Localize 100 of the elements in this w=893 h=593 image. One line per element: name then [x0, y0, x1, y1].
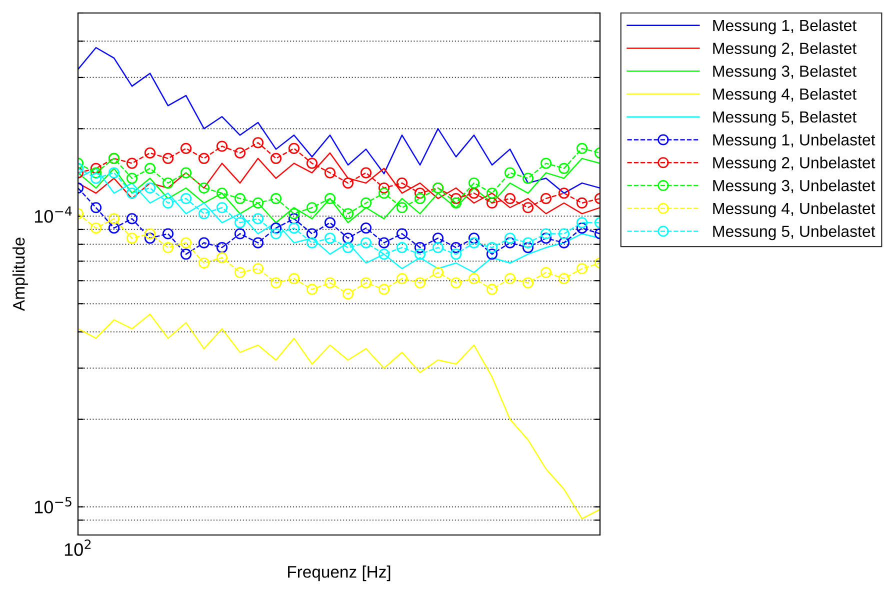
- point: [378, 237, 390, 248]
- point: [540, 192, 552, 204]
- point: [234, 266, 246, 278]
- point: [288, 222, 300, 234]
- point: [540, 266, 552, 278]
- y-tick-label: 10$^{−4}$: [34, 206, 72, 223]
- point: [432, 242, 444, 254]
- point: [486, 197, 498, 209]
- point: [504, 192, 516, 204]
- point: [162, 228, 174, 240]
- point: [288, 273, 300, 284]
- point: [540, 232, 552, 244]
- point: [252, 197, 264, 209]
- point: [216, 242, 228, 254]
- point: [522, 237, 534, 248]
- point: [450, 248, 462, 260]
- point: [234, 217, 246, 228]
- point: [396, 273, 408, 284]
- point: [162, 197, 174, 209]
- legend-label: Messung 5, Unbelastet: [713, 225, 876, 240]
- point: [270, 228, 282, 240]
- point: [432, 232, 444, 244]
- point: [342, 177, 354, 189]
- point: [450, 197, 462, 209]
- point: [216, 140, 228, 152]
- point: [216, 202, 228, 214]
- point: [252, 263, 264, 274]
- point: [396, 228, 408, 240]
- point: [126, 232, 138, 244]
- point: [396, 202, 408, 214]
- point: [162, 152, 174, 164]
- y-axis-title: Amplitude: [12, 238, 28, 312]
- point: [324, 192, 336, 204]
- point: [90, 172, 102, 184]
- point: [378, 248, 390, 260]
- point: [540, 228, 552, 240]
- point: [144, 232, 156, 244]
- point: [180, 248, 192, 260]
- x-axis-title: Frequenz [Hz]: [288, 566, 390, 582]
- point: [558, 162, 570, 174]
- point: [144, 147, 156, 159]
- point: [504, 237, 516, 248]
- point: [342, 232, 354, 244]
- point: [558, 237, 570, 248]
- point: [252, 137, 264, 148]
- point: [162, 242, 174, 254]
- point: [216, 188, 228, 199]
- point: [396, 177, 408, 189]
- point: [306, 237, 318, 248]
- point: [414, 188, 426, 199]
- point: [450, 242, 462, 254]
- point: [576, 197, 588, 209]
- point: [288, 208, 300, 220]
- point: [468, 188, 480, 199]
- point: [270, 152, 282, 164]
- legend-label: Messung 2, Unbelastet: [713, 156, 876, 172]
- legend-label: Messung 2, Belastet: [713, 42, 857, 58]
- point: [396, 242, 408, 254]
- point: [306, 158, 318, 169]
- point: [324, 277, 336, 288]
- point: [504, 167, 516, 178]
- point: [378, 284, 390, 295]
- point: [180, 192, 192, 204]
- point: [234, 147, 246, 159]
- point: [504, 273, 516, 284]
- point: [108, 222, 120, 234]
- point: [90, 162, 102, 174]
- point: [486, 188, 498, 199]
- point: [144, 228, 156, 240]
- point: [126, 172, 138, 184]
- point: [198, 152, 210, 164]
- point: [360, 167, 372, 178]
- legend-label: Messung 5, Belastet: [713, 110, 857, 126]
- point: [342, 242, 354, 254]
- point: [126, 213, 138, 224]
- point: [504, 232, 516, 244]
- line-series: [78, 314, 600, 520]
- point: [486, 242, 498, 254]
- point: [558, 188, 570, 199]
- point: [180, 167, 192, 178]
- legend-label: Messung 4, Belastet: [713, 88, 857, 103]
- point: [162, 177, 174, 189]
- point: [486, 248, 498, 260]
- point: [450, 277, 462, 288]
- point: [126, 158, 138, 169]
- point: [324, 167, 336, 178]
- point: [288, 142, 300, 154]
- point: [108, 213, 120, 224]
- point: [522, 242, 534, 254]
- point: [180, 142, 192, 154]
- point: [360, 277, 372, 288]
- point: [468, 237, 480, 248]
- point: [306, 202, 318, 214]
- point: [90, 202, 102, 214]
- point: [468, 273, 480, 284]
- point: [198, 257, 210, 269]
- point: [144, 162, 156, 174]
- point: [342, 288, 354, 300]
- point: [414, 242, 426, 254]
- point: [360, 222, 372, 234]
